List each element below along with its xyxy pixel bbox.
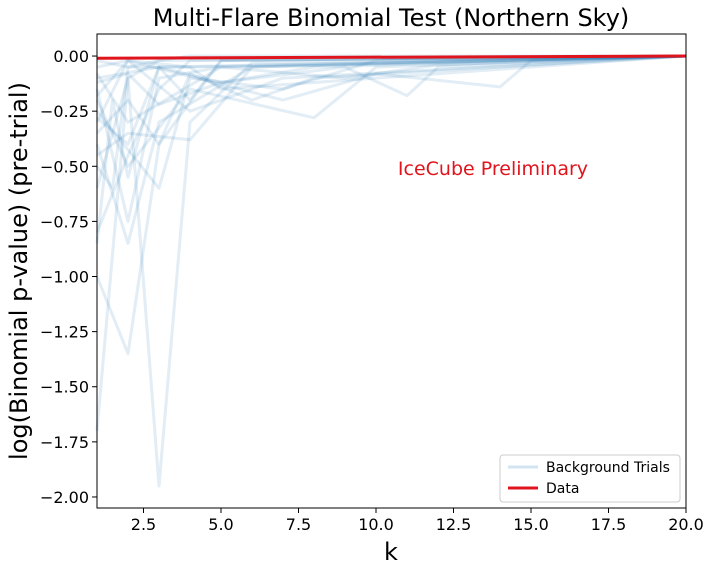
x-tick-label: 2.5 (131, 515, 156, 534)
y-tick-label: −1.00 (40, 268, 89, 287)
legend: Background Trials Data (499, 454, 681, 503)
x-axis: 2.5 5.0 7.5 10.0 12.5 15.0 17.5 20.0 (131, 508, 704, 534)
y-tick-label: −1.50 (40, 378, 89, 397)
legend-label-data: Data (546, 481, 579, 497)
x-tick-label: 12.5 (436, 515, 472, 534)
background-trial-line-19 (95, 54, 687, 97)
x-tick-label: 20.0 (668, 515, 704, 534)
y-axis-label: log(Binomial p-value) (pre-trial) (5, 82, 33, 460)
background-trial-line-3 (95, 54, 687, 488)
y-tick-label: −2.00 (40, 488, 89, 507)
background-trial-line-10 (95, 54, 687, 190)
chart-title: Multi-Flare Binomial Test (Northern Sky) (153, 4, 630, 32)
plot-frame (96, 33, 687, 509)
background-trial-line-6 (95, 54, 687, 168)
background-trial-line-13 (95, 54, 687, 124)
y-tick-label: −0.75 (40, 212, 89, 231)
y-tick-label: −0.50 (40, 157, 89, 176)
legend-box (499, 454, 681, 503)
y-tick-label: −0.25 (40, 102, 89, 121)
data-line (96, 54, 687, 60)
y-tick-label: −1.25 (40, 323, 89, 342)
y-axis: 0.00 −0.25 −0.50 −0.75 −1.00 −1.25 −1.50 −1.75 −… (40, 47, 97, 507)
background-trial-line-7 (96, 54, 687, 98)
background-trial-line-8 (96, 54, 687, 102)
background-trial-line-18 (95, 54, 687, 244)
y-tick-label: −1.75 (40, 433, 89, 452)
background-trial-line-4 (95, 54, 687, 245)
legend-label-background: Background Trials (546, 460, 670, 476)
x-tick-label: 17.5 (591, 515, 627, 534)
x-tick-label: 5.0 (208, 515, 233, 534)
background-trial-line-2 (95, 54, 687, 356)
background-trial-line-17 (96, 54, 687, 106)
background-trial-line-14 (95, 54, 687, 190)
background-trial-line-15 (96, 54, 687, 157)
background-trial-line-5 (95, 54, 687, 123)
background-trial-line-9 (95, 54, 687, 223)
background-trial-line-20 (96, 54, 687, 146)
x-tick-label: 10.0 (358, 515, 394, 534)
y-tick-label: 0.00 (53, 47, 89, 66)
x-tick-label: 15.0 (513, 515, 549, 534)
x-axis-label: k (384, 538, 398, 566)
background-trial-line-12 (95, 54, 687, 233)
x-tick-label: 7.5 (286, 515, 311, 534)
background-trial-line-11 (95, 54, 687, 146)
annotation-icecube-preliminary: IceCube Preliminary (398, 158, 588, 180)
plot-area (95, 54, 687, 488)
